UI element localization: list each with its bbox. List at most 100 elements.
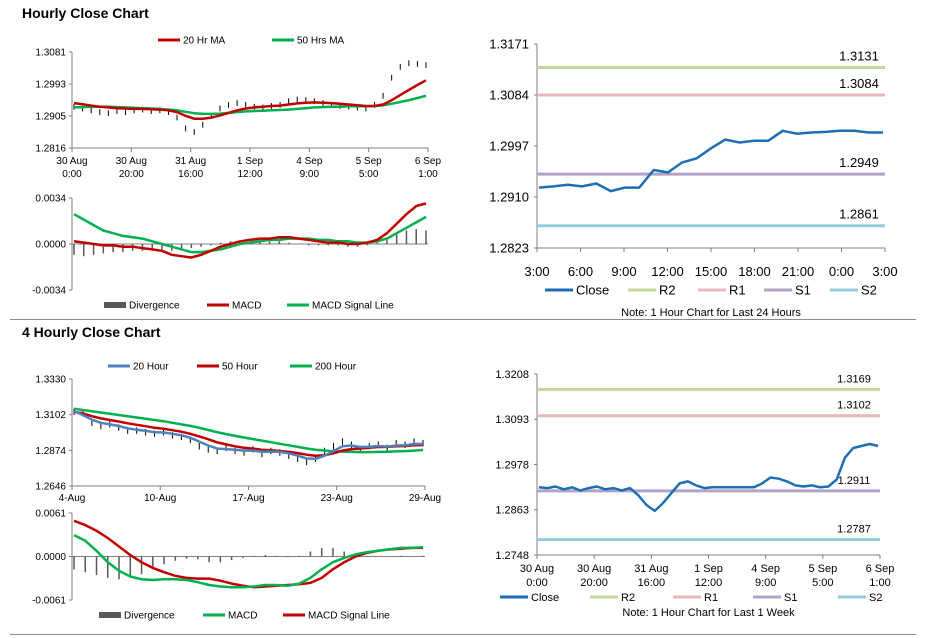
four-hourly-price-x-tick-label: 29-Aug	[409, 493, 441, 504]
four-hourly-week-y-tick-label: 1.2978	[495, 459, 529, 471]
four-hourly-week-x-tick-label: 31 Aug	[634, 563, 668, 575]
four-hourly-week-x-tick-label: 6 Sep	[866, 563, 895, 575]
four-hourly-legend-50-hour-label: 50 Hour	[222, 362, 258, 373]
hourly-24h-x-tick-label: 9:00	[611, 264, 636, 279]
hourly-24h-legend-s1-label: S1	[795, 283, 811, 298]
hourly-24h-note: Note: 1 Hour Chart for Last 24 Hours	[621, 307, 801, 319]
hourly-24h-y-tick-label: 1.2823	[489, 241, 529, 256]
hourly-price-x-tick-label: 12:00	[237, 169, 262, 180]
four-hourly-week-y-tick-label: 1.2748	[495, 550, 529, 562]
hourly-price-x-tick-label: 4 Sep	[296, 156, 323, 167]
hourly-24h-legend-close-label: Close	[576, 283, 609, 298]
four-hourly-macd-signal-line	[73, 519, 423, 589]
hourly-24h-x-tick-label: 18:00	[738, 264, 771, 279]
hourly-24h-close-line	[538, 129, 883, 193]
four-hourly-week-x-tick-label: 30 Aug	[577, 563, 611, 575]
hourly-macd-y-tick-label: 0.0000	[35, 240, 66, 251]
hourly-24h-x-tick-label: 12:00	[651, 264, 684, 279]
four-hourly-week-close-line	[538, 442, 879, 513]
hourly-24h-level-r2-label: 1.3131	[839, 48, 879, 63]
four-hourly-section-title: 4 Hourly Close Chart	[22, 324, 161, 340]
hourly-price-x-tick-label: 30 Aug	[116, 156, 147, 167]
four-hourly-week-x-tick-label: 30 Aug	[520, 563, 554, 575]
hourly-price-x-tick-label: 5:00	[359, 169, 379, 180]
hourly-price-y-tick-label: 1.3081	[35, 48, 66, 59]
four-hourly-week-x-tick-label: 1 Sep	[694, 563, 723, 575]
four-hourly-week-x-tick-label: 4 Sep	[751, 563, 780, 575]
hourly-24h-level-r1-label: 1.3084	[839, 76, 879, 91]
four-hourly-week-x-tick-label: 16:00	[638, 577, 666, 589]
hourly-legend-20hr-ma-label: 20 Hr MA	[183, 36, 226, 47]
four-hourly-week-y-tick-label: 1.3093	[495, 414, 529, 426]
four-hourly-50-hour-line	[73, 410, 424, 457]
hourly-price-x-tick-label: 0:00	[62, 169, 82, 180]
hourly-24h-x-tick-label: 15:00	[695, 264, 728, 279]
four-hourly-price-x-tick-label: 4-Aug	[59, 493, 86, 504]
hourly-24h-x-tick-label: 3:00	[524, 264, 549, 279]
hourly-section-title: Hourly Close Chart	[22, 5, 149, 21]
four-hourly-week-x-tick-label: 1:00	[869, 577, 890, 589]
four-hourly-week-x-tick-label: 9:00	[755, 577, 776, 589]
four-hourly-price-y-tick-label: 1.3102	[35, 410, 66, 421]
hourly-24h-y-tick-label: 1.2910	[489, 190, 529, 205]
four-hourly-macd-legend-signal-label: MACD Signal Line	[308, 611, 390, 622]
four-hourly-week-legend-r2-label: R2	[621, 592, 635, 604]
hourly-macd-legend-divergence-swatch	[104, 302, 126, 308]
hourly-macd-legend-macd-label: MACD	[232, 301, 261, 312]
four-hourly-week-level-r2-label: 1.3169	[837, 373, 871, 385]
hourly-legend-50hr-ma-label: 50 Hrs MA	[297, 36, 345, 47]
four-hourly-price-x-tick-label: 10-Aug	[144, 493, 176, 504]
four-hourly-week-legend-s2-label: S2	[869, 592, 882, 604]
hourly-24h-y-tick-label: 1.3171	[489, 37, 529, 52]
four-hourly-week-legend-r1-label: R1	[704, 592, 718, 604]
four-hourly-price-x-tick-label: 23-Aug	[321, 493, 353, 504]
hourly-price-x-tick-label: 20:00	[119, 169, 144, 180]
hourly-price-x-tick-label: 31 Aug	[175, 156, 206, 167]
hourly-24h-x-tick-label: 21:00	[782, 264, 815, 279]
four-hourly-week-x-tick-label: 12:00	[695, 577, 723, 589]
four-hourly-price-y-tick-label: 1.3330	[35, 375, 66, 386]
hourly-price-x-tick-label: 9:00	[300, 169, 320, 180]
hourly-price-x-tick-label: 30 Aug	[56, 156, 87, 167]
hourly-price-y-tick-label: 1.2905	[35, 112, 66, 123]
four-hourly-week-x-tick-label: 20:00	[580, 577, 608, 589]
four-hourly-price-y-tick-label: 1.2874	[35, 446, 66, 457]
hourly-price-x-tick-label: 1:00	[418, 169, 438, 180]
hourly-macd-legend-divergence-label: Divergence	[129, 301, 180, 312]
hourly-24h-legend-r1-label: R1	[729, 283, 746, 298]
hourly-24h-x-tick-label: 3:00	[872, 264, 897, 279]
hourly-price-x-tick-label: 6 Sep	[415, 156, 442, 167]
four-hourly-week-y-tick-label: 1.2863	[495, 505, 529, 517]
four-hourly-legend-20-hour-label: 20 Hour	[133, 362, 169, 373]
hourly-price-x-tick-label: 16:00	[178, 169, 203, 180]
four-hourly-macd-legend-divergence-swatch	[99, 612, 121, 618]
hourly-price-y-tick-label: 1.2993	[35, 80, 66, 91]
section-divider	[10, 319, 916, 320]
hourly-24h-level-s1-label: 1.2949	[839, 155, 879, 170]
four-hourly-week-x-tick-label: 0:00	[526, 577, 547, 589]
hourly-24h-y-tick-label: 1.2997	[489, 139, 529, 154]
four-hourly-macd-legend-divergence-label: Divergence	[124, 611, 175, 622]
four-hourly-week-level-r1-label: 1.3102	[837, 400, 871, 412]
hourly-24h-legend-r2-label: R2	[659, 283, 676, 298]
four-hourly-price-y-tick-label: 1.2646	[35, 482, 66, 493]
hourly-macd-line	[73, 202, 427, 259]
four-hourly-week-legend-s1-label: S1	[784, 592, 797, 604]
four-hourly-macd-y-tick-label: 0.0061	[35, 509, 66, 520]
hourly-24h-x-tick-label: 6:00	[568, 264, 593, 279]
bottom-divider	[10, 634, 916, 635]
four-hourly-20-hour-line	[73, 409, 423, 461]
four-hourly-macd-line	[73, 533, 424, 589]
four-hourly-week-level-s2-label: 1.2787	[837, 524, 871, 536]
hourly-20hr-ma-line	[73, 79, 427, 120]
four-hourly-week-legend-close-label: Close	[531, 592, 559, 604]
four-hourly-week-y-tick-label: 1.3208	[495, 369, 529, 381]
four-hourly-macd-y-tick-label: -0.0061	[32, 596, 66, 607]
hourly-24h-level-s2-label: 1.2861	[839, 207, 879, 222]
four-hourly-week-x-tick-label: 5:00	[812, 577, 833, 589]
four-hourly-week-x-tick-label: 5 Sep	[808, 563, 837, 575]
four-hourly-price-x-tick-label: 17-Aug	[232, 493, 264, 504]
hourly-macd-legend-signal-label: MACD Signal Line	[312, 301, 394, 312]
hourly-24h-y-tick-label: 1.3084	[489, 88, 529, 103]
